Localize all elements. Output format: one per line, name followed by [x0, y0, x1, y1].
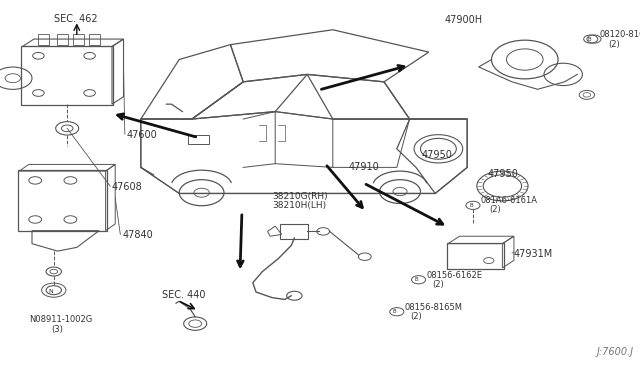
Text: N08911-1002G: N08911-1002G [29, 315, 92, 324]
Text: (2): (2) [432, 280, 444, 289]
Text: N: N [49, 289, 53, 294]
Text: 08156-8165M: 08156-8165M [404, 303, 463, 312]
Text: 08120-8162E: 08120-8162E [599, 30, 640, 39]
Text: 38210H(LH): 38210H(LH) [272, 201, 326, 209]
Text: 47900H: 47900H [445, 15, 483, 25]
Text: 38210G(RH): 38210G(RH) [272, 192, 328, 201]
Text: B: B [393, 309, 397, 314]
Text: 47840: 47840 [122, 230, 153, 240]
Text: 081A6-6161A: 081A6-6161A [481, 196, 538, 205]
Text: SEC. 440: SEC. 440 [162, 289, 205, 299]
Text: 47931M: 47931M [514, 249, 553, 259]
Text: 47950: 47950 [421, 150, 452, 160]
Text: (2): (2) [608, 39, 620, 48]
Text: 47910: 47910 [349, 162, 380, 172]
Text: (2): (2) [490, 205, 501, 214]
Text: J:7600.J: J:7600.J [596, 347, 634, 357]
Text: 47608: 47608 [112, 182, 143, 192]
Text: B: B [588, 36, 591, 42]
Text: 47950: 47950 [488, 169, 518, 179]
Text: SEC. 462: SEC. 462 [54, 14, 98, 24]
Text: (2): (2) [410, 312, 422, 321]
Text: (3): (3) [51, 325, 63, 334]
Text: 47600: 47600 [127, 130, 157, 140]
Text: 08156-6162E: 08156-6162E [426, 271, 483, 280]
Text: B: B [469, 203, 473, 208]
Text: B: B [415, 277, 419, 282]
